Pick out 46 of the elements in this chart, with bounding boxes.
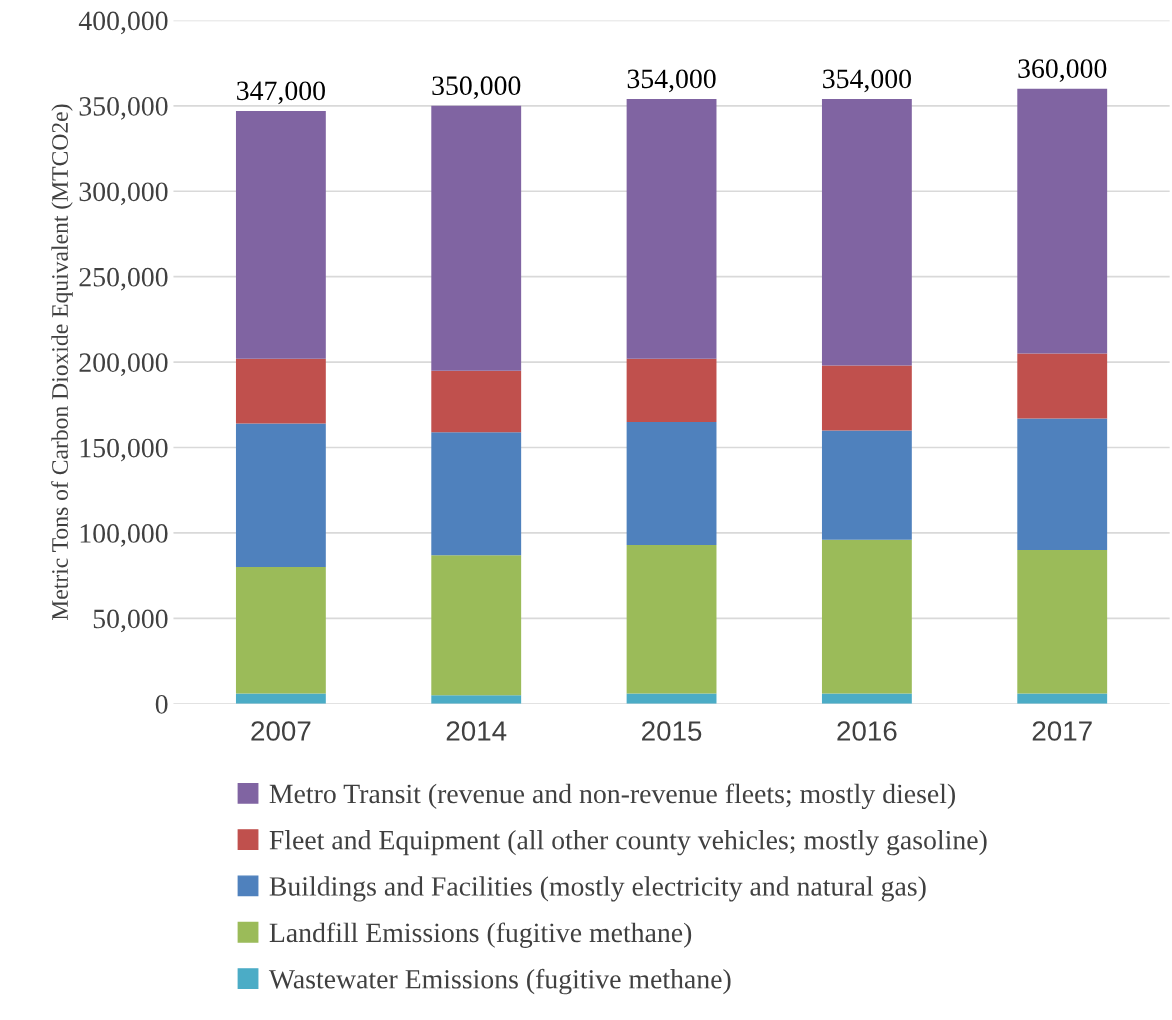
bar: [626, 358, 717, 422]
y-tick-label: 100,000: [80, 524, 168, 547]
bar: [1017, 550, 1108, 694]
bar: [821, 98, 912, 366]
x-tick-label: 2014: [446, 721, 507, 741]
legend-label: Landfill Emissions (fugitive methane): [269, 922, 692, 948]
bar: [626, 544, 717, 694]
x-tick-label: 2015: [642, 721, 702, 741]
total-label: 354,000: [627, 69, 716, 93]
legend-label: Fleet and Equipment (all other county vehicles; mostly gasoline): [269, 830, 987, 856]
bar: [235, 423, 326, 568]
bar: [431, 432, 522, 556]
bar: [431, 105, 522, 371]
bar: [626, 421, 717, 545]
y-tick-label: 200,000: [79, 353, 168, 377]
bar: [1017, 418, 1108, 551]
legend-label: Buildings and Facilities (mostly electricity and natural gas): [269, 876, 926, 902]
bar: [235, 110, 326, 359]
y-tick-label: 0: [155, 694, 168, 714]
bar: [431, 695, 522, 704]
y-tick-label: 350,000: [79, 96, 168, 120]
bar: [821, 539, 912, 694]
total-label: 360,000: [1018, 59, 1107, 82]
legend-label: Metro Transit (revenue and non-revenue fleets; mostly diesel): [269, 783, 955, 810]
legend-label: Wastewater Emissions (fugitive methane): [268, 968, 731, 995]
bar: [431, 555, 522, 696]
total-label: 350,000: [432, 76, 521, 100]
y-axis-title: Metric Tons of Carbon Dioxide Equivalent (MTCO2e): [51, 104, 73, 621]
y-tick-label: 250,000: [79, 267, 168, 291]
total-label: 354,000: [823, 69, 911, 93]
y-tick-label: 50,000: [93, 609, 168, 633]
bar: [235, 567, 326, 694]
bar: [235, 358, 326, 424]
bar: [431, 370, 522, 433]
bar: [1017, 88, 1108, 354]
total-label: 347,000: [237, 81, 325, 105]
x-tick-label: 2016: [837, 721, 897, 741]
bar: [626, 98, 717, 359]
y-tick-label: 400,000: [78, 11, 168, 35]
x-tick-label: 2017: [1032, 721, 1092, 741]
bar: [821, 430, 912, 540]
x-tick-label: 2007: [251, 721, 311, 741]
y-tick-label: 300,000: [79, 182, 168, 206]
bar: [821, 365, 912, 431]
y-tick-label: 150,000: [80, 438, 168, 462]
bar: [1017, 353, 1108, 419]
